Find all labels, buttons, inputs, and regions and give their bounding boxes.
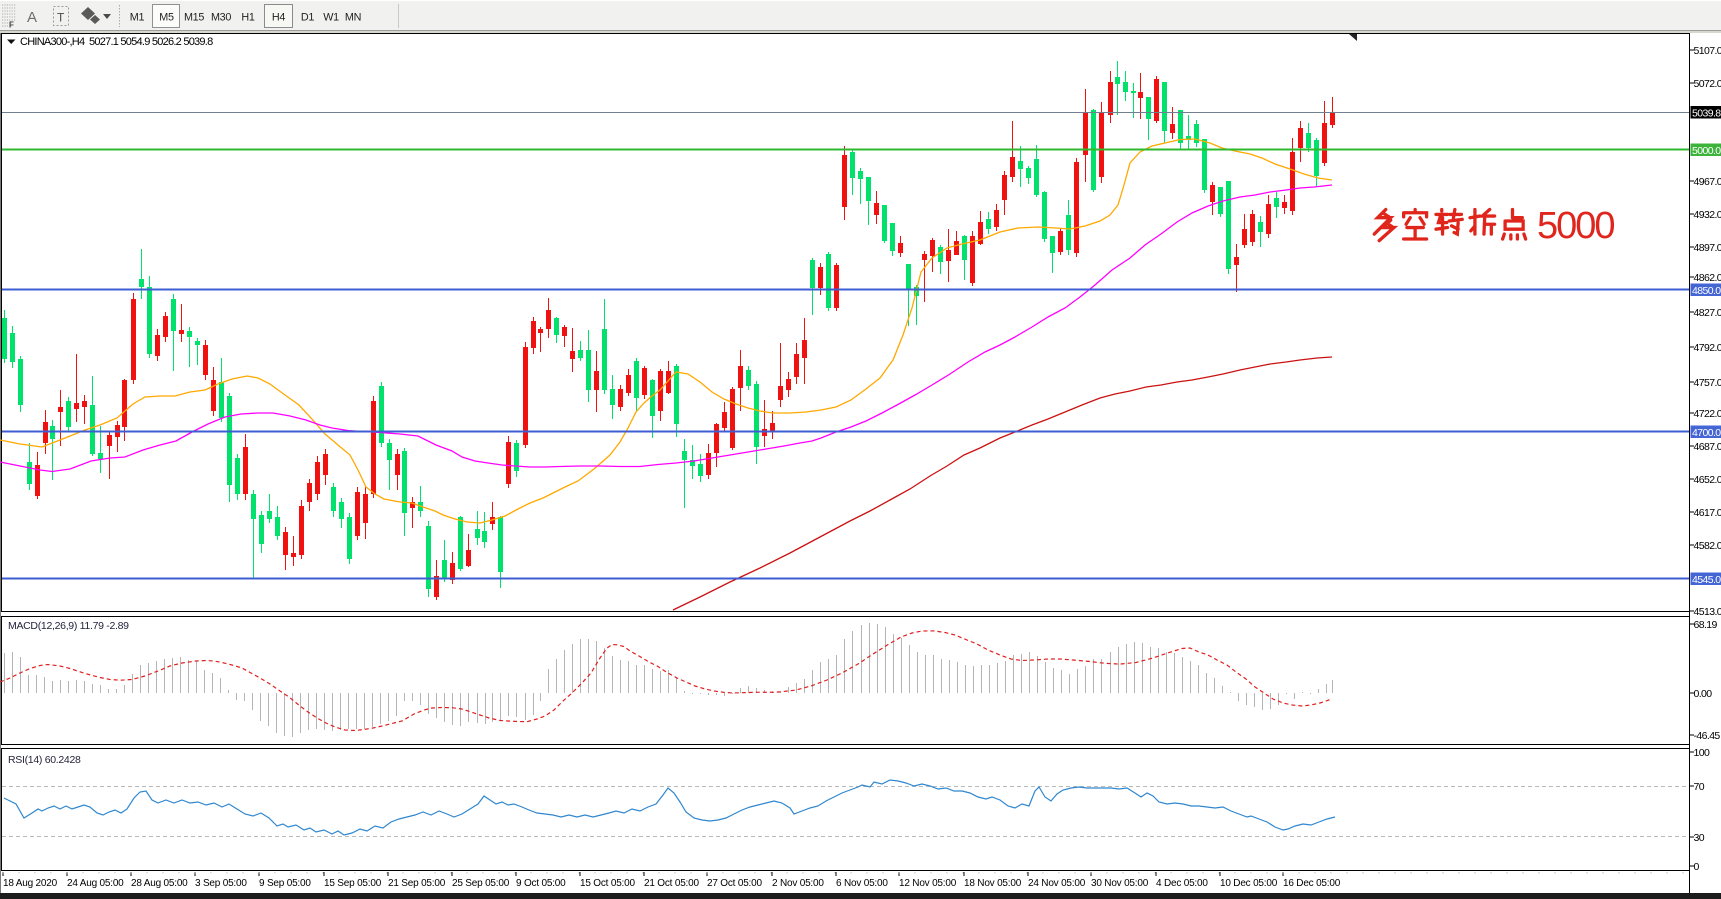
svg-text:4862.0: 4862.0 xyxy=(1694,272,1721,284)
svg-text:16 Dec 05:00: 16 Dec 05:00 xyxy=(1283,878,1341,889)
svg-text:RSI(14) 60.2428: RSI(14) 60.2428 xyxy=(8,754,81,766)
svg-text:15 Oct 05:00: 15 Oct 05:00 xyxy=(580,878,635,889)
svg-text:70: 70 xyxy=(1694,781,1705,793)
svg-text:4617.0: 4617.0 xyxy=(1694,507,1721,519)
svg-text:4 Dec 05:00: 4 Dec 05:00 xyxy=(1156,878,1208,889)
svg-text:4850.0: 4850.0 xyxy=(1692,285,1721,297)
svg-text:MACD(12,26,9) 11.79 -2.89: MACD(12,26,9) 11.79 -2.89 xyxy=(8,620,129,632)
svg-text:25 Sep 05:00: 25 Sep 05:00 xyxy=(452,878,510,889)
svg-text:21 Oct 05:00: 21 Oct 05:00 xyxy=(644,878,699,889)
svg-text:H4: H4 xyxy=(272,12,285,24)
svg-text:21 Sep 05:00: 21 Sep 05:00 xyxy=(388,878,446,889)
svg-text:24 Nov 05:00: 24 Nov 05:00 xyxy=(1028,878,1086,889)
svg-text:15 Sep 05:00: 15 Sep 05:00 xyxy=(324,878,382,889)
svg-text:4897.0: 4897.0 xyxy=(1694,242,1721,254)
svg-text:10 Dec 05:00: 10 Dec 05:00 xyxy=(1220,878,1278,889)
svg-text:9 Oct 05:00: 9 Oct 05:00 xyxy=(516,878,566,889)
svg-text:9 Sep 05:00: 9 Sep 05:00 xyxy=(259,878,311,889)
svg-text:5000: 5000 xyxy=(1537,205,1614,247)
svg-text:4700.0: 4700.0 xyxy=(1692,427,1721,439)
svg-text:4967.0: 4967.0 xyxy=(1694,176,1721,188)
svg-text:18 Nov 05:00: 18 Nov 05:00 xyxy=(964,878,1022,889)
svg-text:6 Nov 05:00: 6 Nov 05:00 xyxy=(836,878,888,889)
svg-text:M1: M1 xyxy=(130,12,145,24)
svg-text:MN: MN xyxy=(345,12,361,24)
svg-text:5039.8: 5039.8 xyxy=(1692,108,1721,120)
svg-text:4792.0: 4792.0 xyxy=(1694,342,1721,354)
svg-text:30 Nov 05:00: 30 Nov 05:00 xyxy=(1091,878,1149,889)
svg-text:3 Sep 05:00: 3 Sep 05:00 xyxy=(195,878,247,889)
svg-text:4757.0: 4757.0 xyxy=(1694,377,1721,389)
svg-text:4582.0: 4582.0 xyxy=(1694,540,1721,552)
svg-text:4652.0: 4652.0 xyxy=(1694,474,1721,486)
svg-text:4932.0: 4932.0 xyxy=(1694,209,1721,221)
svg-text:A: A xyxy=(27,9,37,26)
svg-text:68.19: 68.19 xyxy=(1694,619,1718,631)
svg-text:F: F xyxy=(9,21,14,30)
svg-text:D1: D1 xyxy=(301,12,314,24)
svg-text:5107.0: 5107.0 xyxy=(1694,45,1721,57)
svg-text:-46.45: -46.45 xyxy=(1694,730,1721,742)
svg-text:CHINA300-,H4 5027.1 5054.9 50: CHINA300-,H4 5027.1 5054.9 5026.2 5039.8 xyxy=(20,36,213,48)
svg-text:4722.0: 4722.0 xyxy=(1694,408,1721,420)
svg-text:2 Nov 05:00: 2 Nov 05:00 xyxy=(772,878,824,889)
svg-text:24 Aug 05:00: 24 Aug 05:00 xyxy=(67,878,124,889)
svg-text:5000.0: 5000.0 xyxy=(1692,145,1721,157)
svg-text:5072.0: 5072.0 xyxy=(1694,78,1721,90)
svg-text:28 Aug 05:00: 28 Aug 05:00 xyxy=(131,878,188,889)
svg-text:M30: M30 xyxy=(211,12,231,24)
svg-text:30: 30 xyxy=(1694,832,1705,844)
svg-text:4513.0: 4513.0 xyxy=(1694,606,1721,618)
svg-text:0.00: 0.00 xyxy=(1694,688,1713,700)
svg-text:H1: H1 xyxy=(241,12,254,24)
svg-text:4827.0: 4827.0 xyxy=(1694,307,1721,319)
svg-text:M5: M5 xyxy=(159,12,174,24)
svg-text:0: 0 xyxy=(1694,861,1700,873)
svg-text:4545.0: 4545.0 xyxy=(1692,574,1721,586)
svg-text:12 Nov 05:00: 12 Nov 05:00 xyxy=(899,878,957,889)
svg-text:W1: W1 xyxy=(323,12,339,24)
svg-text:4687.0: 4687.0 xyxy=(1694,441,1721,453)
svg-text:18 Aug 2020: 18 Aug 2020 xyxy=(3,878,58,889)
svg-text:T: T xyxy=(57,11,65,25)
svg-text:100: 100 xyxy=(1694,747,1710,759)
svg-text:27 Oct 05:00: 27 Oct 05:00 xyxy=(707,878,762,889)
svg-text:M15: M15 xyxy=(184,12,204,24)
